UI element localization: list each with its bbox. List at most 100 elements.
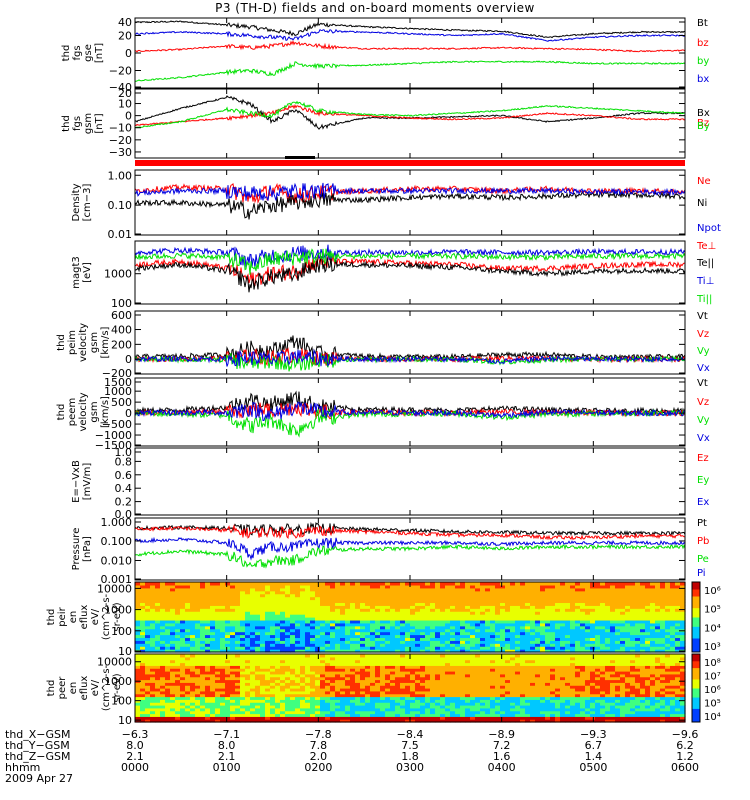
spectrogram-cell [470, 699, 476, 703]
spectrogram-cell [395, 702, 401, 706]
spectrogram-cell [510, 705, 516, 709]
spectrogram-cell [540, 682, 546, 686]
spectrogram-cell [265, 634, 271, 639]
spectrogram-cell [315, 656, 321, 661]
spectrogram-cell [640, 619, 646, 624]
spectrogram-cell [525, 593, 531, 598]
spectrogram-cell [645, 622, 651, 627]
spectrogram-cell [325, 646, 331, 650]
spectrogram-cell [260, 608, 266, 612]
spectrogram-cell [530, 622, 536, 627]
spectrogram-cell [400, 699, 406, 703]
spectrogram-cell [150, 662, 156, 666]
spectrogram-cell [470, 649, 476, 653]
spectrogram-cell [325, 705, 331, 709]
spectrogram-cell [375, 596, 381, 601]
spectrogram-cell [200, 599, 206, 604]
spectrogram-cell [320, 617, 326, 621]
spectrogram-cell [340, 587, 346, 592]
spectrogram-cell [590, 617, 596, 621]
spectrogram-cell [175, 625, 181, 630]
spectrogram-cell [370, 671, 376, 675]
spectrogram-cell [460, 654, 466, 658]
spectrogram-cell [420, 654, 426, 658]
spectrogram-cell [655, 637, 661, 641]
spectrogram-cell [200, 713, 206, 717]
spectrogram-cell [265, 584, 271, 589]
spectrogram-cell [175, 622, 181, 627]
spectrogram-cell [265, 619, 271, 624]
spectrogram-cell [560, 619, 566, 624]
spectrogram-cell [535, 602, 541, 606]
spectrogram-cell [535, 622, 541, 627]
spectrogram-cell [330, 671, 336, 675]
spectrogram-cell [325, 713, 331, 717]
spectrogram-cell [290, 676, 296, 681]
spectrogram-cell [600, 593, 606, 598]
spectrogram-cell [375, 640, 381, 644]
spectrogram-cell [385, 702, 391, 706]
spectrogram-cell [265, 599, 271, 604]
spectrogram-cell [365, 599, 371, 604]
spectrogram-cell [605, 584, 611, 589]
spectrogram-cell [325, 699, 331, 703]
spectrogram-cell [260, 719, 266, 723]
spectrogram-cell [655, 646, 661, 650]
spectrogram-cell [250, 584, 256, 589]
spectrogram-cell [135, 673, 141, 678]
spectrogram-cell [380, 590, 386, 595]
spectrogram-cell [160, 605, 166, 609]
spectrogram-cell [260, 640, 266, 644]
spectrogram-cell [135, 622, 141, 627]
spectrogram-cell [365, 707, 371, 712]
spectrogram-cell [430, 640, 436, 644]
spectrogram-cell [235, 707, 241, 712]
spectrogram-cell [480, 625, 486, 630]
spectrogram-cell [385, 628, 391, 633]
spectrogram-cell [510, 656, 516, 661]
spectrogram-cell [200, 679, 206, 683]
spectrogram-cell [560, 584, 566, 589]
spectrogram-cell [515, 631, 521, 636]
y-tick-label: 0.100 [101, 535, 133, 548]
spectrogram-cell [365, 690, 371, 695]
spectrogram-cell [445, 631, 451, 636]
spectrogram-cell [300, 679, 306, 683]
spectrogram-cell [260, 668, 266, 672]
spectrogram-cell [500, 614, 506, 618]
spectrogram-cell [340, 646, 346, 650]
spectrogram-cell [540, 605, 546, 609]
spectrogram-cell [560, 587, 566, 592]
spectrogram-cell [285, 608, 291, 612]
spectrogram-cell [195, 696, 201, 700]
spectrogram-cell [360, 649, 366, 653]
spectrogram-cell [520, 649, 526, 653]
spectrogram-cell [520, 713, 526, 717]
spectrogram-cell [315, 593, 321, 598]
spectrogram-cell [540, 625, 546, 630]
spectrogram-cell [240, 654, 246, 658]
spectrogram-cell [600, 640, 606, 644]
spectrogram-cell [525, 643, 531, 647]
spectrogram-cell [645, 599, 651, 604]
colorbar-segment [692, 617, 700, 620]
spectrogram-cell [485, 617, 491, 621]
spectrogram-cell [390, 582, 396, 586]
spectrogram-cell [490, 628, 496, 633]
spectrogram-cell [245, 622, 251, 627]
spectrogram-cell [500, 662, 506, 666]
spectrogram-cell [670, 587, 676, 592]
spectrogram-cell [445, 634, 451, 639]
spectrogram-cell [400, 593, 406, 598]
spectrogram-cell [240, 690, 246, 695]
spectrogram-cell [600, 611, 606, 615]
spectrogram-cell [350, 622, 356, 627]
spectrogram-cell [370, 710, 376, 715]
spectrogram-cell [445, 707, 451, 712]
spectrogram-cell [465, 646, 471, 650]
spectrogram-cell [435, 637, 441, 641]
spectrogram-cell [415, 614, 421, 618]
spectrogram-cell [670, 619, 676, 624]
spectrogram-cell [270, 676, 276, 681]
spectrogram-cell [440, 640, 446, 644]
